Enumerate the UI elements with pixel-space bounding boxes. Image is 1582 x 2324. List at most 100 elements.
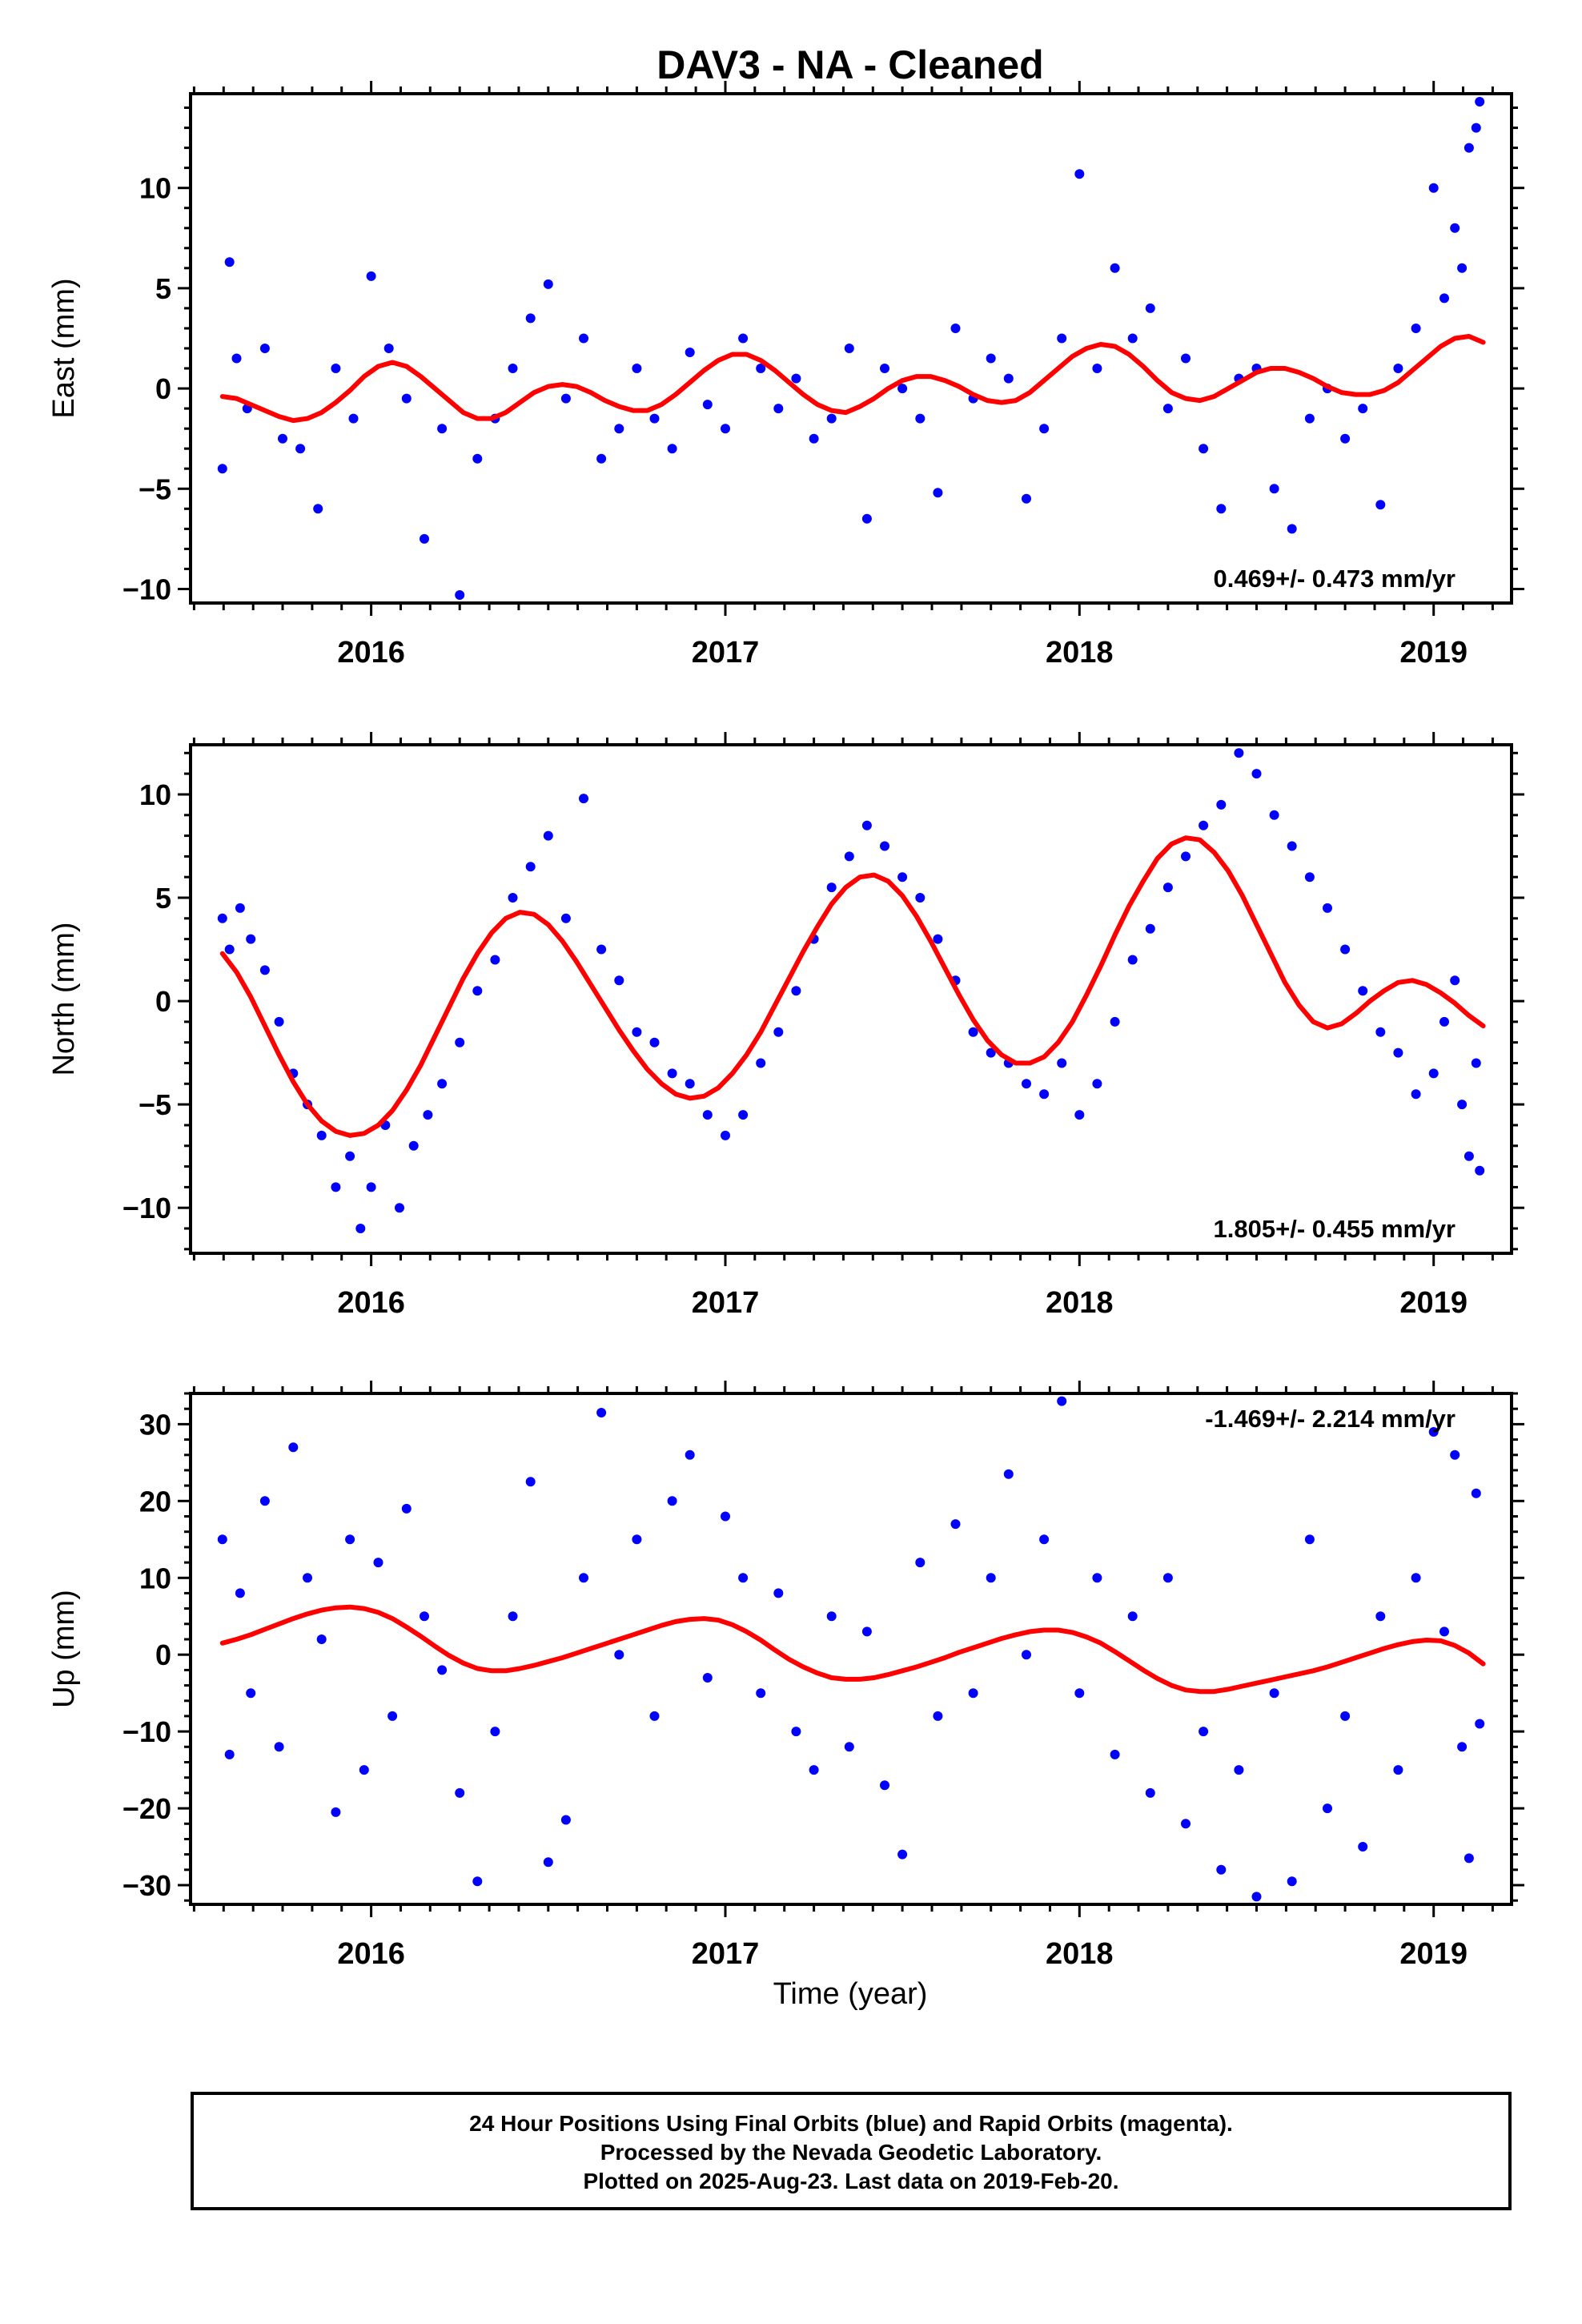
up-data-point <box>614 1650 624 1660</box>
caption-line-orbits: 24 Hour Positions Using Final Orbits (bl… <box>469 2111 1233 2136</box>
up-data-point <box>437 1665 448 1675</box>
up-plot-area <box>217 1396 1486 1902</box>
up-data-point <box>685 1449 695 1460</box>
up-data-point <box>915 1558 926 1568</box>
east-y-axis-label: East (mm) <box>47 278 81 418</box>
up-data-point <box>1471 1488 1481 1498</box>
up-data-point <box>1110 1749 1120 1759</box>
east-data-point <box>217 464 227 474</box>
up-data-point <box>373 1558 383 1568</box>
north-data-point <box>1216 799 1227 810</box>
east-data-point <box>1304 413 1315 424</box>
east-data-point <box>472 453 483 464</box>
up-data-point <box>303 1573 312 1583</box>
up-data-point <box>1464 1853 1474 1864</box>
up-data-point <box>1323 1803 1332 1814</box>
up-rate-label: -1.469+/- 2.214 mm/yr <box>1205 1405 1456 1433</box>
north-data-point <box>756 1058 766 1068</box>
up-data-point <box>1145 1787 1155 1798</box>
north-data-point <box>1127 955 1138 965</box>
east-data-point <box>1464 143 1474 153</box>
up-data-point <box>1057 1396 1067 1406</box>
east-data-point <box>1216 504 1227 514</box>
east-data-point <box>1340 433 1351 444</box>
north-data-point <box>490 955 500 965</box>
east-data-point <box>791 373 801 384</box>
up-data-point <box>246 1688 256 1699</box>
up-data-point <box>649 1711 660 1721</box>
up-data-point <box>331 1807 341 1817</box>
north-data-point <box>1234 748 1244 758</box>
north-data-point <box>1411 1089 1421 1100</box>
north-data-point <box>1110 1016 1120 1027</box>
east-data-point <box>1003 373 1014 384</box>
east-data-point <box>897 384 908 394</box>
east-plot-area <box>217 97 1486 600</box>
east-data-point <box>259 344 270 353</box>
east-data-point <box>1110 263 1120 273</box>
north-data-point <box>685 1079 695 1089</box>
north-data-point <box>1092 1079 1102 1089</box>
up-data-point <box>288 1442 299 1453</box>
up-data-point <box>345 1534 355 1545</box>
up-data-point <box>596 1408 607 1417</box>
up-data-point <box>1340 1711 1351 1721</box>
east-data-point <box>455 590 465 600</box>
north-data-point <box>844 851 854 862</box>
north-data-point <box>1457 1100 1468 1110</box>
east-data-point <box>632 364 642 373</box>
north-data-point <box>1074 1110 1085 1120</box>
north-y-axis-label: North (mm) <box>47 922 81 1076</box>
north-data-point <box>1057 1058 1067 1068</box>
east-data-point <box>773 404 784 414</box>
north-data-point <box>437 1079 448 1089</box>
east-data-point <box>278 433 287 444</box>
north-data-point <box>579 794 588 804</box>
east-data-point <box>508 364 518 373</box>
x-tick-label: 2019 <box>1399 636 1468 669</box>
up-data-point <box>224 1749 235 1759</box>
north-data-point <box>1428 1068 1439 1079</box>
north-data-point <box>1269 810 1279 820</box>
up-data-point <box>1216 1864 1227 1875</box>
east-data-point <box>649 413 660 424</box>
east-data-point <box>1475 97 1485 107</box>
up-data-point <box>1127 1611 1138 1622</box>
north-data-point <box>1323 903 1332 913</box>
north-data-point <box>1340 944 1351 955</box>
north-data-point <box>880 841 889 851</box>
east-data-point <box>224 257 235 267</box>
y-tick-label: 5 <box>155 272 171 305</box>
east-data-point <box>437 424 448 434</box>
y-tick-label: −10 <box>122 1715 171 1748</box>
north-rate-label: 1.805+/- 0.455 mm/yr <box>1214 1215 1456 1243</box>
north-data-point <box>667 1068 677 1079</box>
up-data-point <box>1039 1534 1050 1545</box>
east-data-point <box>1428 183 1439 193</box>
up-data-point <box>1022 1650 1031 1660</box>
north-data-point <box>366 1182 376 1192</box>
x-tick-label: 2016 <box>337 1286 405 1320</box>
up-data-point <box>1251 1892 1262 1902</box>
up-data-point <box>861 1626 872 1637</box>
y-tick-label: −30 <box>122 1869 171 1902</box>
north-data-point <box>721 1130 730 1140</box>
up-data-point <box>1199 1727 1209 1737</box>
east-data-point <box>1022 493 1031 504</box>
up-data-point <box>738 1573 749 1583</box>
north-data-point <box>395 1203 404 1213</box>
east-data-point <box>579 333 588 344</box>
y-tick-label: 10 <box>139 1562 171 1594</box>
up-data-point <box>420 1611 429 1622</box>
up-data-point <box>472 1876 483 1887</box>
north-data-point <box>1039 1089 1050 1100</box>
north-data-point <box>355 1224 366 1233</box>
north-data-point <box>217 913 227 923</box>
north-data-point <box>933 934 943 944</box>
up-data-point <box>1375 1611 1386 1622</box>
caption-box: 24 Hour Positions Using Final Orbits (bl… <box>191 2092 1512 2210</box>
y-tick-label: −10 <box>122 1192 171 1224</box>
up-data-point <box>986 1573 996 1583</box>
north-data-point <box>614 975 624 986</box>
